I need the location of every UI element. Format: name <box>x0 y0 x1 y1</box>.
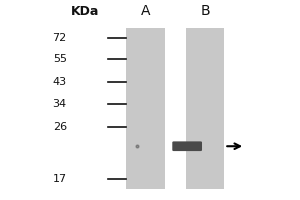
Text: KDa: KDa <box>70 5 99 18</box>
Text: 72: 72 <box>52 33 67 43</box>
Text: 55: 55 <box>53 54 67 64</box>
Text: A: A <box>141 4 150 18</box>
Text: 43: 43 <box>53 77 67 87</box>
Bar <box>186 28 224 189</box>
Text: 34: 34 <box>53 99 67 109</box>
Bar <box>126 28 165 189</box>
FancyBboxPatch shape <box>172 141 202 151</box>
Text: 26: 26 <box>53 122 67 132</box>
Text: B: B <box>200 4 210 18</box>
Text: 17: 17 <box>53 174 67 184</box>
